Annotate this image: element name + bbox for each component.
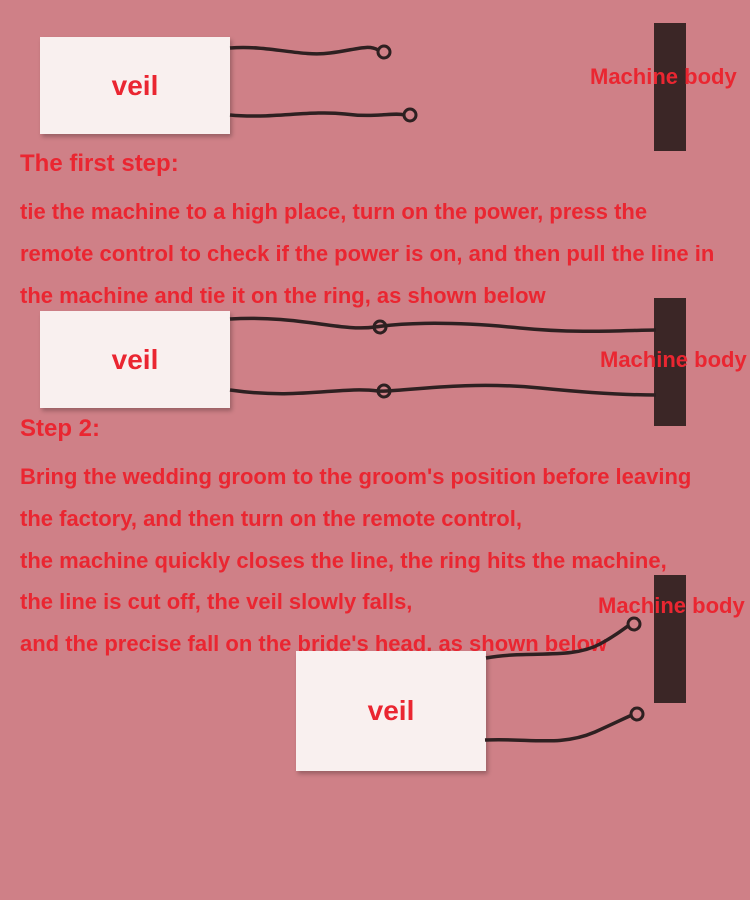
diagram3-wires bbox=[0, 0, 750, 800]
